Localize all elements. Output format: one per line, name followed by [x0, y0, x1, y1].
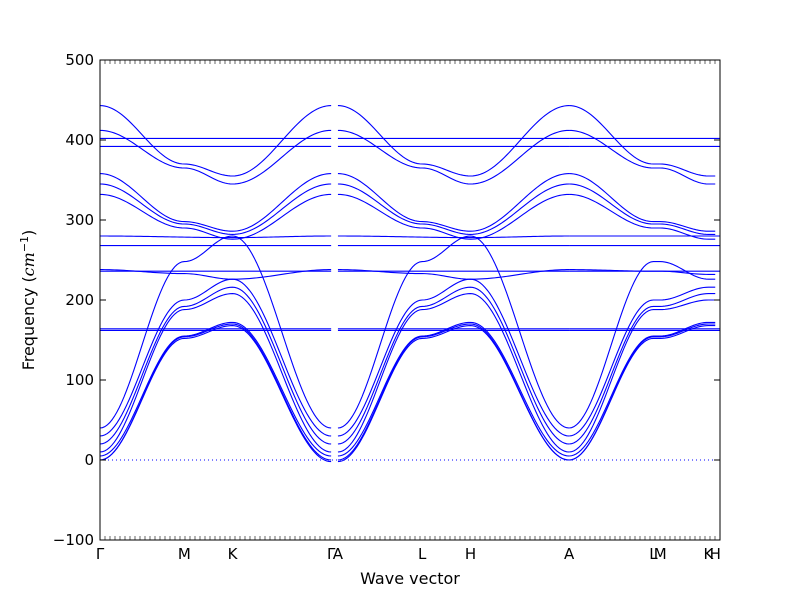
band-line [99, 278, 332, 437]
band-line [569, 173, 716, 232]
band-line [337, 173, 570, 232]
band-line [337, 105, 570, 177]
band-line [99, 173, 332, 232]
band-line [99, 105, 332, 177]
x-tick-label: L [418, 545, 427, 563]
band-line [99, 183, 332, 235]
x-tick-label: Γ [96, 545, 105, 563]
y-tick-label: 0 [84, 451, 94, 469]
y-tick-label: 200 [65, 291, 94, 309]
band-line [569, 286, 716, 437]
x-tick-label: H [710, 545, 721, 563]
band-line [337, 235, 570, 239]
band-line [569, 321, 716, 457]
y-tick-label: 400 [65, 131, 94, 149]
x-axis-label: Wave vector [360, 569, 460, 588]
band-line [569, 269, 716, 275]
band-line [569, 105, 716, 177]
y-tick-label: 500 [65, 51, 94, 69]
band-line [569, 261, 716, 429]
x-tick-label: K [704, 545, 715, 563]
band-line [99, 193, 332, 240]
y-tick-label: −100 [53, 531, 94, 549]
band-line [569, 129, 716, 185]
x-tick-label: H [465, 545, 476, 563]
band-line [99, 293, 332, 453]
band-line [337, 321, 570, 457]
y-tick-label: 100 [65, 371, 94, 389]
x-tick-label: M [654, 545, 667, 563]
band-line [569, 183, 716, 235]
band-line [99, 286, 332, 445]
x-tick-label: A [564, 545, 575, 563]
band-line [569, 293, 716, 445]
band-line [337, 325, 570, 463]
band-line [337, 278, 570, 437]
x-tick-label: L [649, 545, 658, 563]
band-line [337, 183, 570, 235]
band-line [569, 299, 716, 453]
y-axis-label: Frequency (cm−1) [18, 230, 38, 371]
x-tick-label: Γ [327, 545, 336, 563]
band-line [99, 235, 332, 429]
band-line [100, 235, 332, 239]
band-line [337, 286, 570, 445]
band-line [99, 321, 332, 457]
x-tick-label: K [228, 545, 239, 563]
band-line [99, 325, 332, 463]
band-line [337, 235, 570, 429]
band-line [569, 325, 716, 461]
band-line [337, 193, 570, 240]
y-tick-label: 300 [65, 211, 94, 229]
band-line [337, 293, 570, 453]
x-tick-label: A [333, 545, 344, 563]
x-tick-label: M [178, 545, 191, 563]
